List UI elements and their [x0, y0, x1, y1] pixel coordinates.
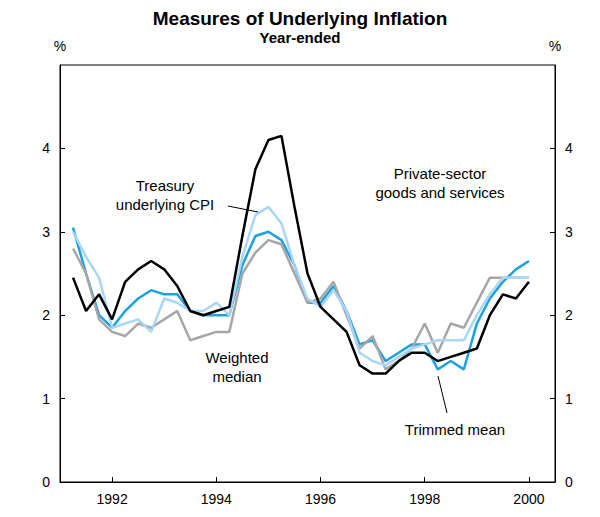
svg-text:1: 1	[565, 391, 573, 407]
svg-text:3: 3	[42, 224, 50, 240]
svg-text:underlying CPI: underlying CPI	[116, 196, 214, 213]
svg-text:1992: 1992	[97, 491, 128, 507]
svg-text:%: %	[54, 38, 66, 54]
svg-text:4: 4	[42, 140, 50, 156]
svg-text:2: 2	[565, 307, 573, 323]
svg-text:1998: 1998	[409, 491, 440, 507]
svg-text:Weighted: Weighted	[205, 349, 268, 366]
svg-text:Trimmed mean: Trimmed mean	[405, 421, 505, 438]
svg-text:Private-sector: Private-sector	[394, 165, 487, 182]
svg-text:2000: 2000	[513, 491, 544, 507]
svg-text:Treasury: Treasury	[136, 177, 195, 194]
svg-text:Year-ended: Year-ended	[260, 29, 341, 46]
svg-text:Measures of Underlying Inflati: Measures of Underlying Inflation	[153, 8, 448, 29]
svg-text:%: %	[549, 38, 561, 54]
svg-text:0: 0	[565, 474, 573, 490]
svg-text:3: 3	[565, 224, 573, 240]
svg-text:4: 4	[565, 140, 573, 156]
svg-text:2: 2	[42, 307, 50, 323]
svg-text:0: 0	[42, 474, 50, 490]
svg-text:1996: 1996	[305, 491, 336, 507]
svg-text:goods and services: goods and services	[375, 184, 504, 201]
svg-text:median: median	[212, 368, 261, 385]
svg-text:1: 1	[42, 391, 50, 407]
svg-text:1994: 1994	[201, 491, 232, 507]
